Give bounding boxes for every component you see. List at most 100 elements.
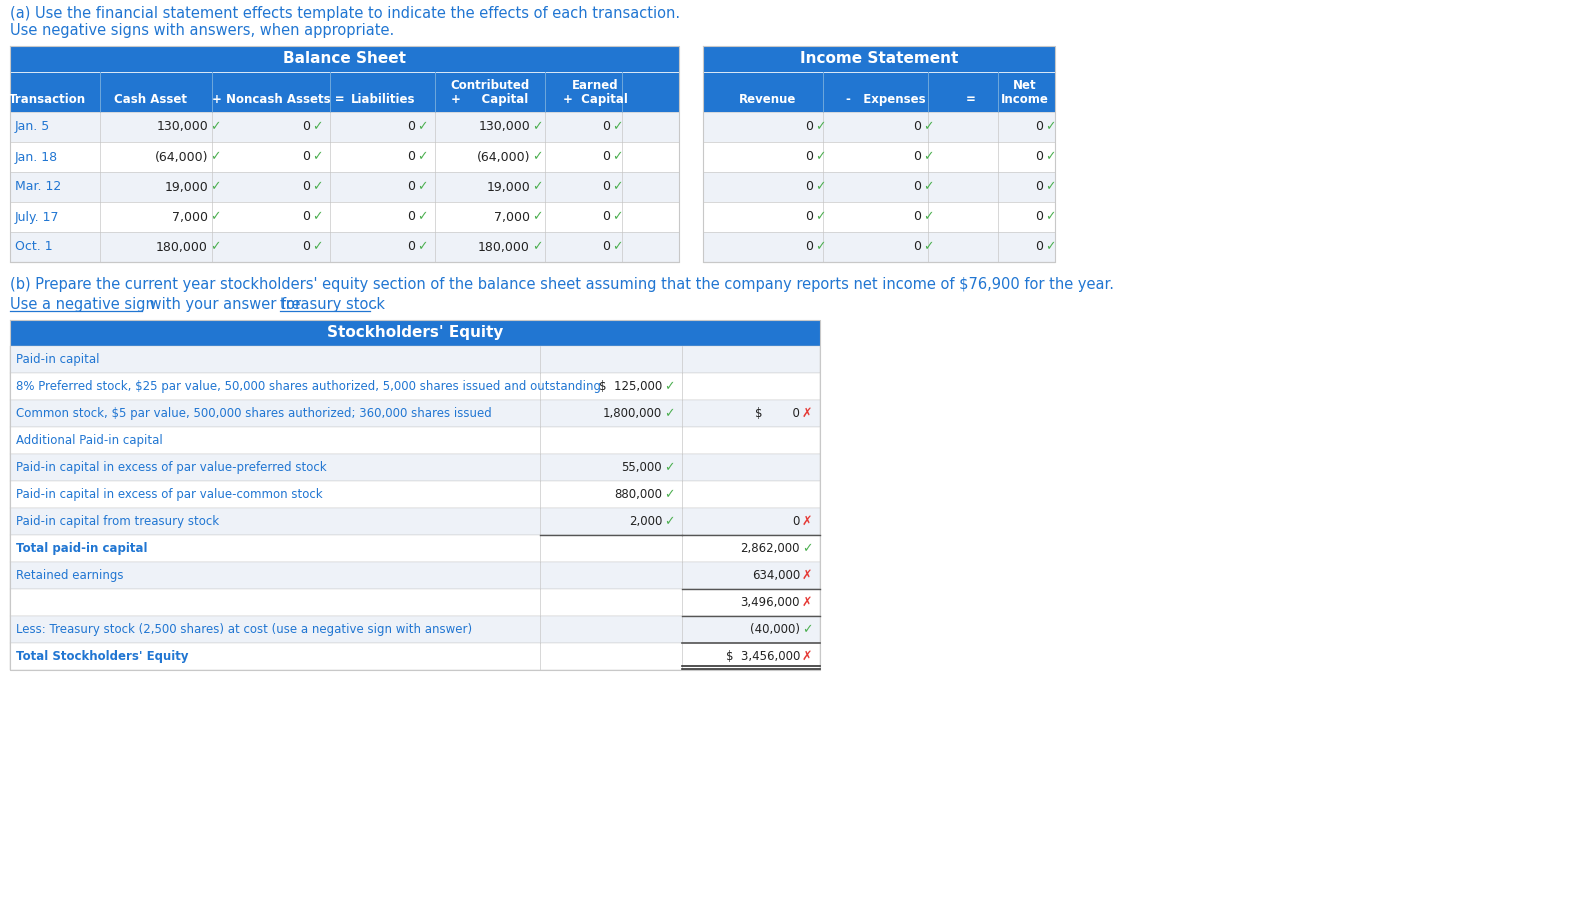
Text: ✓: ✓: [664, 461, 675, 474]
Text: (64,000): (64,000): [476, 150, 530, 163]
Text: =: =: [966, 93, 975, 107]
Text: +  Capital: + Capital: [563, 93, 628, 107]
Text: 7,000: 7,000: [493, 210, 530, 223]
Bar: [9, 46, 678, 72]
Text: ✓: ✓: [612, 181, 623, 194]
Text: ✓: ✓: [417, 241, 427, 254]
Text: Income: Income: [1001, 93, 1048, 107]
Text: ✗: ✗: [802, 515, 813, 528]
Bar: [9, 112, 678, 142]
Text: 2,000: 2,000: [629, 515, 662, 528]
Bar: [9, 616, 821, 643]
Text: $  3,456,000: $ 3,456,000: [726, 650, 800, 663]
Text: 0: 0: [912, 121, 922, 134]
Text: 55,000: 55,000: [621, 461, 662, 474]
Text: 3,496,000: 3,496,000: [740, 596, 800, 609]
Text: 0: 0: [1036, 210, 1043, 223]
Text: 0: 0: [602, 241, 610, 254]
Text: ✓: ✓: [531, 241, 542, 254]
Text: ✓: ✓: [923, 150, 933, 163]
Bar: [9, 172, 678, 202]
Text: Mar. 12: Mar. 12: [14, 181, 62, 194]
Text: Less: Treasury stock (2,500 shares) at cost (use a negative sign with answer): Less: Treasury stock (2,500 shares) at c…: [16, 623, 473, 636]
Text: Paid-in capital in excess of par value-preferred stock: Paid-in capital in excess of par value-p…: [16, 461, 327, 474]
Text: ✓: ✓: [311, 181, 323, 194]
Text: 0: 0: [805, 210, 813, 223]
Text: ✓: ✓: [664, 488, 675, 501]
Text: -   Expenses: - Expenses: [846, 93, 926, 107]
Bar: [9, 535, 821, 562]
Text: + Noncash Assets =: + Noncash Assets =: [212, 93, 345, 107]
Text: ✓: ✓: [612, 241, 623, 254]
Bar: [9, 508, 821, 535]
Bar: [9, 320, 821, 346]
Text: ✓: ✓: [1045, 241, 1056, 254]
Text: 2,862,000: 2,862,000: [740, 542, 800, 555]
Text: treasury stock: treasury stock: [280, 297, 386, 312]
Text: 0: 0: [302, 210, 310, 223]
Text: ✓: ✓: [417, 121, 427, 134]
Text: ✓: ✓: [311, 150, 323, 163]
Text: ✗: ✗: [802, 650, 813, 663]
Text: Common stock, $5 par value, 500,000 shares authorized; 360,000 shares issued: Common stock, $5 par value, 500,000 shar…: [16, 407, 492, 420]
Text: ✓: ✓: [311, 241, 323, 254]
Text: Transaction: Transaction: [8, 93, 85, 107]
Text: 0: 0: [406, 241, 414, 254]
Text: 0: 0: [912, 150, 922, 163]
Bar: [9, 427, 821, 454]
Bar: [9, 400, 821, 427]
Text: ✓: ✓: [802, 542, 813, 555]
Text: 7,000: 7,000: [172, 210, 209, 223]
Text: Paid-in capital: Paid-in capital: [16, 353, 100, 366]
Text: 19,000: 19,000: [164, 181, 209, 194]
Text: 0: 0: [1036, 241, 1043, 254]
Text: Use a negative sign: Use a negative sign: [9, 297, 155, 312]
Text: Total Stockholders' Equity: Total Stockholders' Equity: [16, 650, 188, 663]
Text: ✓: ✓: [814, 121, 825, 134]
Text: Stockholders' Equity: Stockholders' Equity: [327, 325, 503, 340]
Text: Retained earnings: Retained earnings: [16, 569, 123, 582]
Text: 19,000: 19,000: [487, 181, 530, 194]
Text: ✓: ✓: [1045, 210, 1056, 223]
Bar: [704, 112, 1055, 142]
Text: ✓: ✓: [311, 210, 323, 223]
Text: 8% Preferred stock, $25 par value, 50,000 shares authorized, 5,000 shares issued: 8% Preferred stock, $25 par value, 50,00…: [16, 380, 601, 393]
Bar: [9, 454, 821, 481]
Text: 0: 0: [406, 181, 414, 194]
Text: $  125,000: $ 125,000: [599, 380, 662, 393]
Text: 180,000: 180,000: [477, 241, 530, 254]
Text: ✓: ✓: [210, 150, 220, 163]
Text: ✓: ✓: [612, 150, 623, 163]
Text: Paid-in capital from treasury stock: Paid-in capital from treasury stock: [16, 515, 220, 528]
Text: ✓: ✓: [531, 210, 542, 223]
Text: ✓: ✓: [923, 210, 933, 223]
Text: ✓: ✓: [814, 210, 825, 223]
Bar: [9, 373, 821, 400]
Text: ✓: ✓: [612, 121, 623, 134]
Text: 0: 0: [406, 121, 414, 134]
Text: 0: 0: [912, 210, 922, 223]
Bar: [9, 481, 821, 508]
Text: ✓: ✓: [923, 241, 933, 254]
Text: ✓: ✓: [210, 181, 220, 194]
Text: 0: 0: [805, 121, 813, 134]
Text: ✗: ✗: [802, 407, 813, 420]
Text: ✓: ✓: [923, 181, 933, 194]
Text: 0: 0: [406, 150, 414, 163]
Text: 0: 0: [805, 181, 813, 194]
Text: July. 17: July. 17: [14, 210, 60, 223]
Text: Liabilities: Liabilities: [351, 93, 416, 107]
Bar: [704, 202, 1055, 232]
Bar: [704, 72, 1055, 112]
Text: ✓: ✓: [612, 210, 623, 223]
Text: Cash Asset: Cash Asset: [114, 93, 187, 107]
Text: +     Capital: + Capital: [451, 93, 528, 107]
Text: 0: 0: [912, 241, 922, 254]
Text: ✓: ✓: [210, 210, 220, 223]
Text: ✓: ✓: [210, 121, 220, 134]
Text: 1,800,000: 1,800,000: [602, 407, 662, 420]
Text: ✓: ✓: [1045, 181, 1056, 194]
Text: 0: 0: [406, 210, 414, 223]
Bar: [9, 346, 821, 373]
Text: 634,000: 634,000: [751, 569, 800, 582]
